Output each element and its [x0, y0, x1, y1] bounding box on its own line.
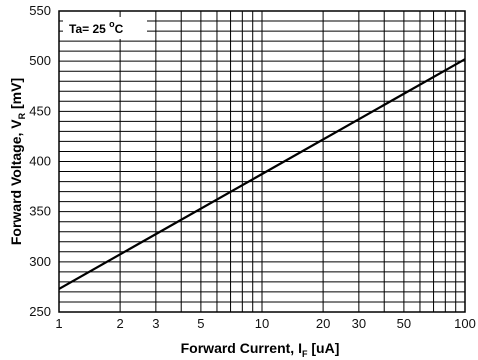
y-tick-label: 450 — [29, 103, 51, 118]
x-tick-label: 50 — [397, 316, 411, 331]
x-tick-label: 20 — [316, 316, 330, 331]
x-axis-label-main: Forward Current, I — [181, 340, 302, 356]
x-tick-label: 3 — [152, 316, 159, 331]
y-tick-label: 300 — [29, 254, 51, 269]
x-tick-label: 1 — [55, 316, 62, 331]
annotation-temperature: Ta= 25 oC — [69, 19, 124, 36]
series-group — [58, 58, 466, 290]
x-tick-label: 10 — [255, 316, 269, 331]
x-axis-label-sub: F — [302, 349, 308, 359]
x-tick-labels: 1 2 3 5 10 20 30 50 100 — [55, 316, 475, 331]
y-tick-label: 250 — [29, 304, 51, 319]
y-tick-label: 550 — [29, 3, 51, 18]
y-tick-label: 400 — [29, 154, 51, 169]
y-axis-label-unit: [mV] — [8, 78, 24, 113]
y-axis-label-sub: R — [17, 112, 27, 119]
annotation-degree: o — [109, 19, 115, 29]
annotation-unit: C — [115, 22, 124, 36]
x-axis-label: Forward Current, IF [uA] — [181, 340, 340, 359]
x-tick-label: 30 — [352, 316, 366, 331]
y-tick-labels: 250 300 350 400 450 500 550 — [29, 3, 51, 319]
y-axis-label-main: Forward Voltage, V — [8, 119, 24, 245]
grid-lines — [59, 11, 465, 312]
y-axis-label: Forward Voltage, VR [mV] — [8, 78, 27, 245]
annotation-box — [63, 17, 147, 39]
series-line-0 — [58, 58, 466, 290]
x-tick-label: 100 — [454, 316, 476, 331]
plot-frame — [58, 10, 466, 313]
x-axis-label-unit: [uA] — [307, 340, 339, 356]
y-tick-label: 350 — [29, 204, 51, 219]
y-tick-label: 500 — [29, 53, 51, 68]
annotation-main: Ta= 25 — [69, 22, 109, 36]
x-tick-label: 2 — [116, 316, 123, 331]
x-tick-label: 5 — [197, 316, 204, 331]
